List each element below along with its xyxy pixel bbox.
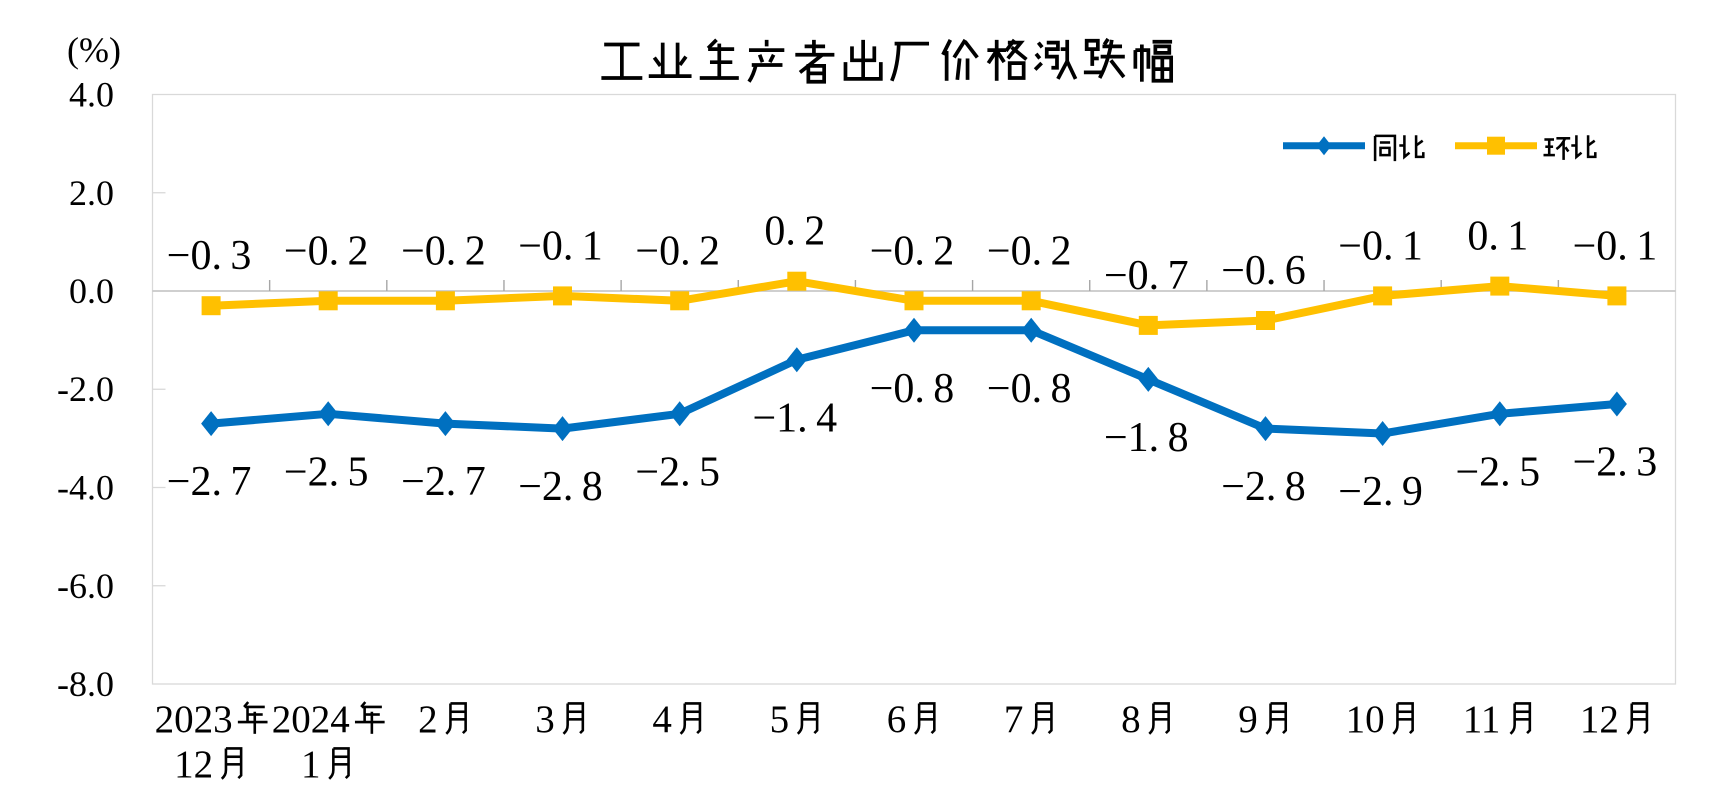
svg-text:-2.0: -2.0	[57, 369, 114, 409]
svg-text:4: 4	[652, 698, 672, 741]
svg-text:4.0: 4.0	[69, 75, 114, 115]
svg-text:−0. 2: −0. 2	[401, 228, 486, 274]
svg-text:−0. 8: −0. 8	[987, 366, 1072, 412]
svg-text:−1. 8: −1. 8	[1104, 415, 1189, 461]
svg-text:−2. 8: −2. 8	[518, 464, 603, 510]
svg-text:−2. 8: −2. 8	[1221, 464, 1306, 510]
svg-text:−2. 9: −2. 9	[1338, 469, 1423, 515]
svg-text:3: 3	[535, 698, 555, 741]
svg-text:0. 2: 0. 2	[764, 209, 825, 255]
svg-text:2023: 2023	[155, 698, 233, 741]
svg-text:(%): (%)	[67, 30, 121, 70]
svg-text:−0. 2: −0. 2	[635, 228, 720, 274]
svg-text:−2. 7: −2. 7	[401, 459, 486, 505]
svg-text:-6.0: -6.0	[57, 566, 114, 606]
svg-text:2024: 2024	[272, 698, 350, 741]
svg-text:−0. 2: −0. 2	[987, 228, 1072, 274]
svg-text:−0. 8: −0. 8	[870, 366, 955, 412]
svg-text:7: 7	[1004, 698, 1024, 741]
svg-text:-8.0: -8.0	[57, 664, 114, 704]
svg-text:−0. 1: −0. 1	[518, 223, 603, 269]
svg-text:−2. 5: −2. 5	[635, 449, 720, 495]
svg-text:5: 5	[770, 698, 790, 741]
svg-text:10: 10	[1346, 698, 1385, 741]
svg-text:−2. 5: −2. 5	[284, 449, 369, 495]
svg-text:2.0: 2.0	[69, 173, 114, 213]
svg-text:0.0: 0.0	[69, 271, 114, 311]
svg-text:-4.0: -4.0	[57, 468, 114, 508]
svg-text:−1. 4: −1. 4	[752, 395, 837, 441]
svg-text:−0. 1: −0. 1	[1338, 223, 1423, 269]
svg-text:−0. 6: −0. 6	[1221, 248, 1306, 294]
svg-text:2: 2	[418, 698, 438, 741]
svg-text:−2. 5: −2. 5	[1455, 449, 1540, 495]
svg-text:12: 12	[1580, 698, 1619, 741]
svg-text:0. 1: 0. 1	[1467, 214, 1528, 260]
svg-text:11: 11	[1463, 698, 1501, 741]
svg-text:12: 12	[174, 743, 213, 786]
svg-text:−0. 3: −0. 3	[167, 233, 252, 279]
svg-text:−0. 7: −0. 7	[1104, 253, 1189, 299]
svg-text:9: 9	[1238, 698, 1258, 741]
svg-text:−2. 3: −2. 3	[1573, 440, 1658, 486]
svg-text:−0. 1: −0. 1	[1573, 223, 1658, 269]
svg-text:−0. 2: −0. 2	[870, 228, 955, 274]
svg-text:1: 1	[301, 743, 321, 786]
svg-text:6: 6	[887, 698, 907, 741]
svg-text:−0. 2: −0. 2	[284, 228, 369, 274]
svg-text:−2. 7: −2. 7	[167, 459, 252, 505]
svg-text:8: 8	[1121, 698, 1141, 741]
